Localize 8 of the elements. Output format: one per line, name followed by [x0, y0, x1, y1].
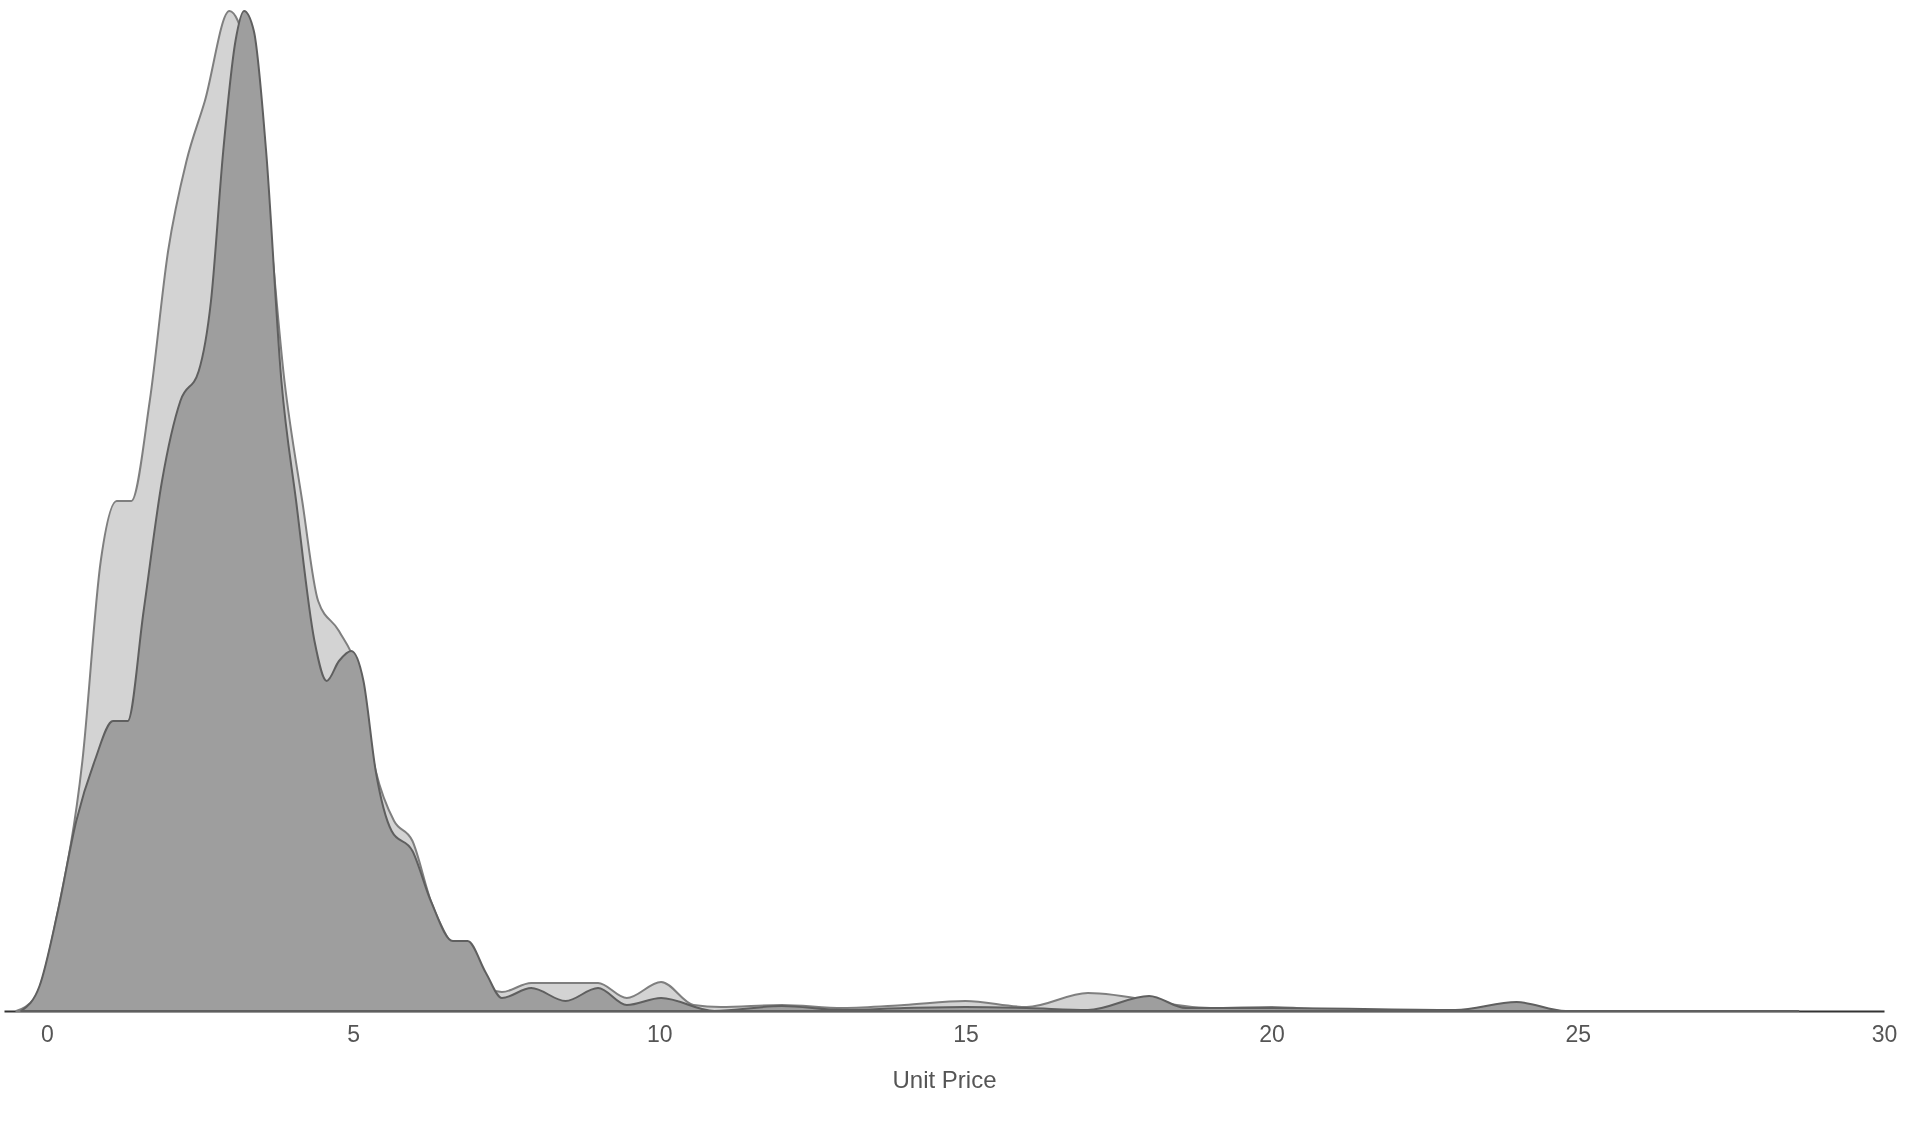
- x-axis-title: Unit Price: [892, 1065, 997, 1093]
- x-tick-label: 5: [347, 1020, 360, 1047]
- x-tick-label: 10: [646, 1020, 673, 1047]
- x-tick-label: 0: [40, 1020, 54, 1047]
- x-tick-label: 25: [1565, 1020, 1592, 1047]
- x-tick-label: 15: [953, 1020, 979, 1047]
- x-tick-label: 30: [1871, 1020, 1898, 1047]
- x-tick-label: 20: [1259, 1020, 1285, 1047]
